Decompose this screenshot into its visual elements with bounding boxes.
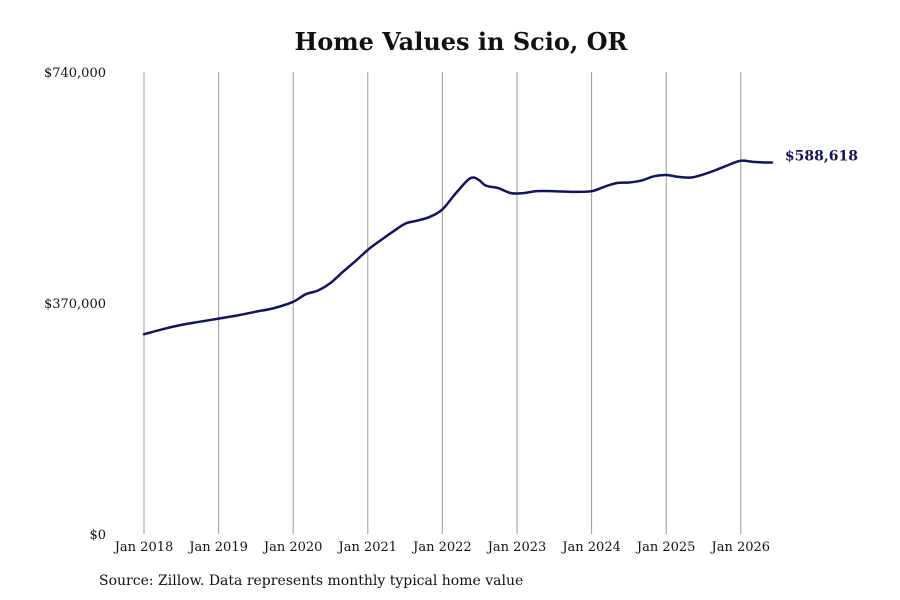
source-note: Source: Zillow. Data represents monthly … [99, 573, 524, 589]
x-tick-label: Jan 2023 [486, 540, 547, 555]
x-tick-label: Jan 2025 [635, 540, 696, 555]
latest-value-label: $588,618 [785, 149, 858, 165]
x-tick-label: Jan 2021 [337, 540, 398, 555]
home-value-line [142, 159, 774, 336]
x-tick-label: Jan 2020 [262, 540, 323, 555]
x-tick-label: Jan 2019 [187, 540, 248, 555]
x-tick-label: Jan 2018 [113, 540, 174, 555]
x-tick-label: Jan 2022 [411, 540, 472, 555]
x-tick-label: Jan 2026 [710, 540, 771, 555]
y-tick-label: $0 [89, 528, 106, 543]
y-tick-label: $740,000 [44, 66, 106, 81]
x-tick-label: Jan 2024 [560, 540, 621, 555]
y-tick-label: $370,000 [44, 297, 106, 312]
chart-title: Home Values in Scio, OR [294, 27, 628, 56]
